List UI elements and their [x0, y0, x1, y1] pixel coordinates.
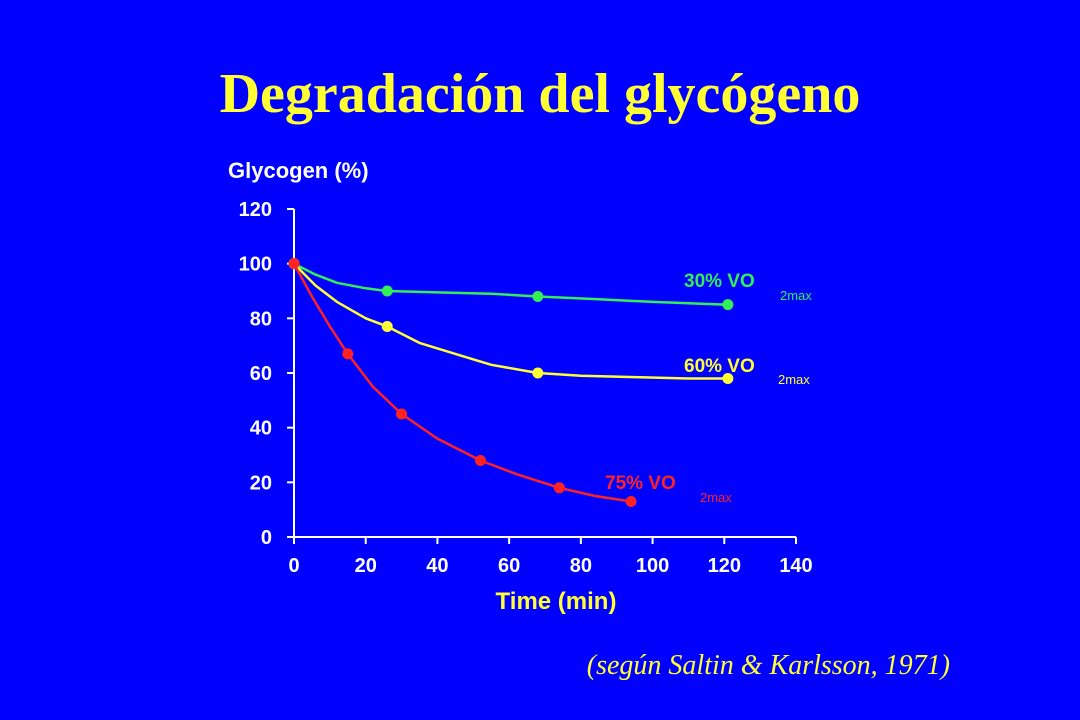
x-tick-label: 140 [779, 555, 812, 577]
series-label-subscript: 2max [780, 288, 812, 303]
data-point [532, 367, 544, 379]
y-axis-label: Glycogen (%) [228, 158, 369, 183]
data-point [381, 285, 393, 297]
y-tick-label: 40 [250, 418, 272, 440]
y-tick-label: 100 [239, 254, 272, 276]
data-point [722, 372, 734, 384]
x-tick-label: 20 [355, 555, 377, 577]
data-point [532, 290, 544, 302]
series-label: 60% VO [684, 356, 755, 377]
slide-title: Degradación del glycógeno [219, 63, 861, 125]
series-line [292, 263, 632, 503]
data-point [288, 258, 300, 270]
y-tick-label: 60 [250, 363, 272, 385]
data-point [553, 482, 565, 494]
citation: (según Saltin & Karlsson, 1971) [586, 650, 950, 681]
data-point [381, 321, 393, 333]
series-label-subscript: 2max [778, 372, 810, 387]
data-point [474, 454, 486, 466]
y-tick-label: 0 [261, 527, 272, 549]
x-tick-label: 100 [636, 555, 669, 577]
y-tick-label: 120 [239, 199, 272, 221]
x-tick-label: 80 [570, 555, 592, 577]
x-tick-label: 120 [708, 555, 741, 577]
series-label-subscript: 2max [700, 490, 732, 505]
data-point [396, 408, 408, 420]
data-point [722, 299, 734, 311]
y-tick-label: 20 [250, 472, 272, 494]
x-axis-label: Time (min) [496, 588, 617, 615]
data-point [625, 495, 637, 507]
series-label: 75% VO [605, 473, 676, 494]
series-line [293, 262, 728, 380]
y-tick-label: 80 [250, 308, 272, 330]
x-tick-label: 0 [288, 555, 299, 577]
x-tick-label: 60 [498, 555, 520, 577]
series-label: 30% VO [684, 271, 755, 292]
data-point [342, 348, 354, 360]
x-tick-label: 40 [426, 555, 448, 577]
series-line [293, 262, 728, 306]
